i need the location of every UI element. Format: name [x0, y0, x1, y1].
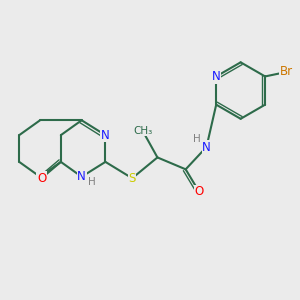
Text: N: N — [101, 129, 110, 142]
Text: O: O — [37, 172, 46, 185]
Text: Br: Br — [280, 65, 293, 79]
Text: N: N — [77, 170, 86, 183]
Text: CH₃: CH₃ — [133, 126, 152, 136]
Text: N: N — [202, 140, 211, 154]
Text: S: S — [128, 172, 136, 185]
Text: O: O — [194, 185, 204, 198]
Text: H: H — [193, 134, 201, 144]
Text: N: N — [212, 70, 220, 83]
Text: H: H — [88, 177, 96, 187]
